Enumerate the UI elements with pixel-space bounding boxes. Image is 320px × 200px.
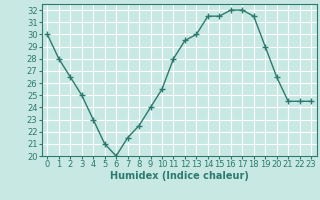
X-axis label: Humidex (Indice chaleur): Humidex (Indice chaleur) xyxy=(110,171,249,181)
